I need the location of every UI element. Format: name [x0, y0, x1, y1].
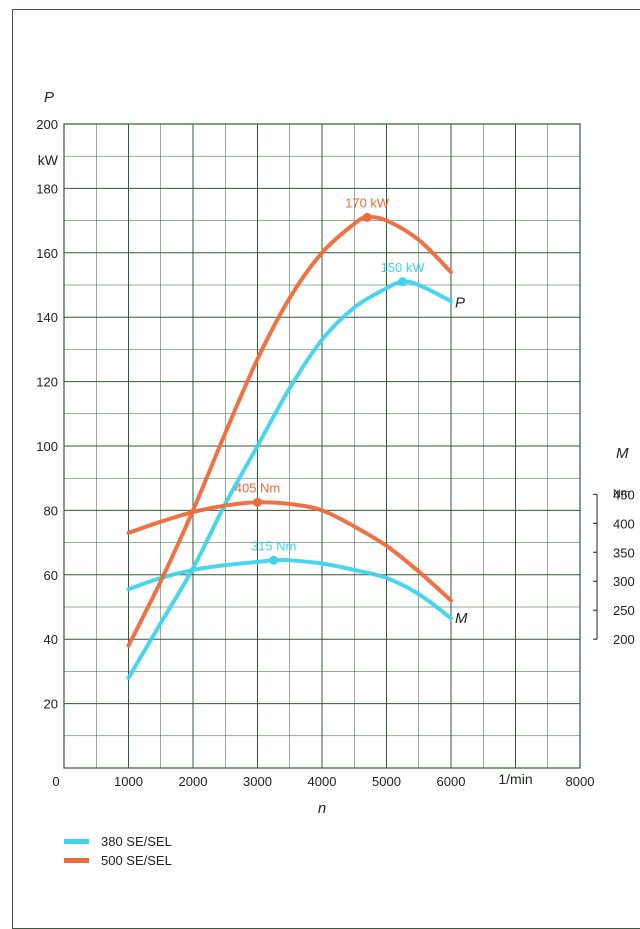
legend-swatch [64, 839, 89, 844]
right-axis-unit: Nm [613, 488, 630, 500]
plot-border [63, 123, 581, 769]
x-tick-label: 1000 [114, 774, 143, 789]
chart-labels: 150 kW 315 Nm 170 kW 405 Nm P M [235, 195, 468, 627]
torque-curve [126, 500, 453, 603]
x-tick-label: 8000 [566, 774, 595, 789]
chart-grid [63, 123, 581, 769]
y-tick-label: 160 [36, 246, 58, 261]
x-tick-label: 5000 [372, 774, 401, 789]
x-tick-label: 6000 [437, 774, 466, 789]
power-curve [126, 215, 453, 648]
peak-power-label: 170 kW [345, 195, 390, 210]
chart-legend: 380 SE/SEL 500 SE/SEL [64, 832, 172, 870]
x-tick-label: 0 [52, 774, 59, 789]
torque-curve-label: M [455, 610, 468, 627]
y-tick-label: 180 [36, 181, 58, 196]
right-tick-label: 250 [613, 603, 635, 618]
legend-label: 500 SE/SEL [101, 853, 172, 868]
x-tick-label: 4000 [308, 774, 337, 789]
peak-torque-label: 405 Nm [235, 480, 281, 495]
chart-series [126, 212, 453, 680]
y-tick-label: 80 [44, 503, 58, 518]
legend-label: 380 SE/SEL [101, 834, 172, 849]
peak-torque-label: 315 Nm [251, 538, 297, 553]
right-tick-label: 400 [613, 516, 635, 531]
y-tick-label: 40 [44, 632, 58, 647]
peak-power-label: 150 kW [381, 260, 426, 275]
y-tick-label: 20 [44, 697, 58, 712]
right-tick-label: 450 [613, 487, 635, 502]
x-axis-unit: 1/min [498, 771, 532, 787]
x-tick-label: 2000 [179, 774, 208, 789]
peak-power-marker [362, 212, 372, 222]
legend-item: 380 SE/SEL [64, 832, 172, 851]
right-tick-label: 200 [613, 632, 635, 647]
y-axis-label: P [44, 89, 54, 106]
power-curve-label: P [455, 295, 465, 312]
x-tick-label: 3000 [243, 774, 272, 789]
right-axis-label: M [616, 445, 629, 462]
legend-swatch [64, 858, 89, 863]
y-tick-label: 60 [44, 568, 58, 583]
peak-torque-marker [253, 497, 262, 507]
peak-torque-marker [269, 555, 279, 565]
y-tick-label: 120 [36, 375, 58, 390]
x-axis-label: n [318, 800, 326, 817]
right-tick-label: 300 [613, 574, 635, 589]
y-tick-label: 200 [36, 117, 58, 132]
y-tick-label: 100 [36, 439, 58, 454]
legend-item: 500 SE/SEL [64, 851, 172, 870]
y-tick-label: 140 [36, 310, 58, 325]
right-tick-label: 350 [613, 545, 635, 560]
chart-axes: P 20 40 60 80 100 120 140 160 180 200 kW 0 1000 2000 30… [36, 89, 634, 817]
y-axis-unit: kW [38, 152, 59, 168]
torque-curve [126, 558, 453, 621]
peak-power-marker [398, 277, 408, 287]
